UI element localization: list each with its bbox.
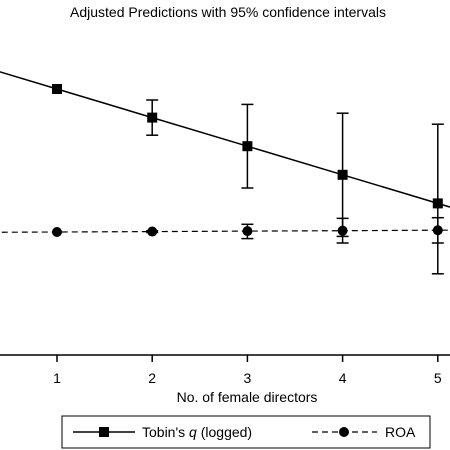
series-line-tobins-q: [0, 71, 450, 208]
x-tick-label-2: 2: [148, 370, 156, 386]
legend: Tobin's q (logged) ROA: [61, 415, 431, 449]
x-tick-label-3: 3: [244, 370, 252, 386]
x-tick-label-5: 5: [434, 370, 442, 386]
x-tick-label-4: 4: [339, 370, 347, 386]
legend-marker-roa: [339, 427, 349, 437]
point-roa-1: [52, 227, 62, 237]
point-tobins-q-2: [147, 112, 158, 123]
series-tobins-q: [0, 71, 450, 275]
x-axis-label: No. of female directors: [177, 389, 318, 405]
series-roa: [0, 216, 450, 244]
point-tobins-q-5: [432, 198, 443, 209]
point-roa-2: [147, 226, 158, 237]
point-roa-4: [337, 225, 348, 236]
point-tobins-q-3: [242, 141, 253, 152]
point-tobins-q-1: [52, 84, 62, 94]
point-roa-3: [242, 226, 253, 237]
plot-area: [0, 71, 450, 275]
point-roa-5: [432, 225, 443, 236]
legend-label-tobins-q: Tobin's q (logged): [142, 424, 252, 440]
legend-label-roa: ROA: [385, 424, 416, 440]
chart-title: Adjusted Predictions with 95% confidence…: [70, 4, 386, 20]
x-tick-label-1: 1: [53, 370, 61, 386]
legend-marker-tobins-q: [99, 427, 109, 437]
series-line-roa: [0, 229, 450, 233]
point-tobins-q-4: [337, 169, 348, 180]
x-axis-ticks: 1 2 3 4 5: [53, 355, 442, 386]
